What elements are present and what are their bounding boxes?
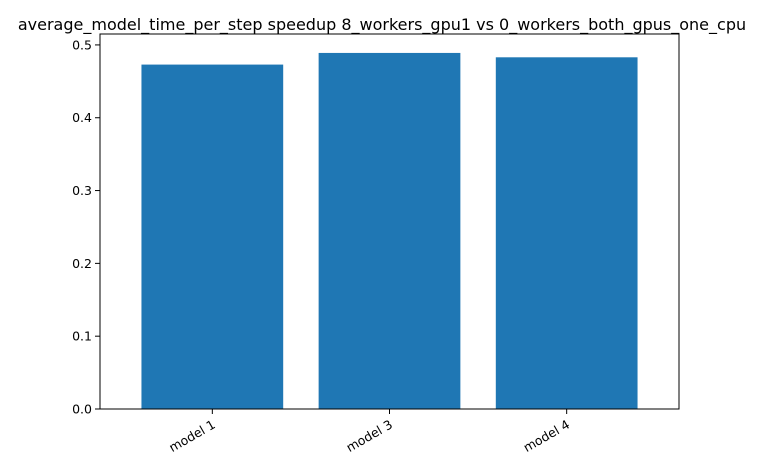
x-axis: model 1 model 3 model 4 — [166, 409, 572, 455]
y-axis: 0.0 0.1 0.2 0.3 0.4 0.5 — [72, 37, 100, 417]
x-tick-label: model 4 — [521, 417, 573, 455]
y-tick-label: 0.3 — [72, 183, 92, 198]
bar-model-1 — [141, 64, 284, 410]
y-tick-label: 0.5 — [72, 37, 92, 52]
chart-title: average_model_time_per_step speedup 8_wo… — [18, 15, 746, 35]
y-tick-label: 0.0 — [72, 402, 92, 417]
y-tick-label: 0.1 — [72, 329, 92, 344]
x-tick-label: model 1 — [166, 417, 218, 455]
bar-model-3 — [318, 52, 461, 409]
bar-model-4 — [495, 57, 638, 410]
y-tick-label: 0.4 — [72, 110, 92, 125]
bars-group — [141, 52, 638, 410]
x-tick-label: model 3 — [343, 417, 395, 455]
plot-frame — [99, 33, 680, 410]
y-tick-label: 0.2 — [72, 256, 92, 271]
